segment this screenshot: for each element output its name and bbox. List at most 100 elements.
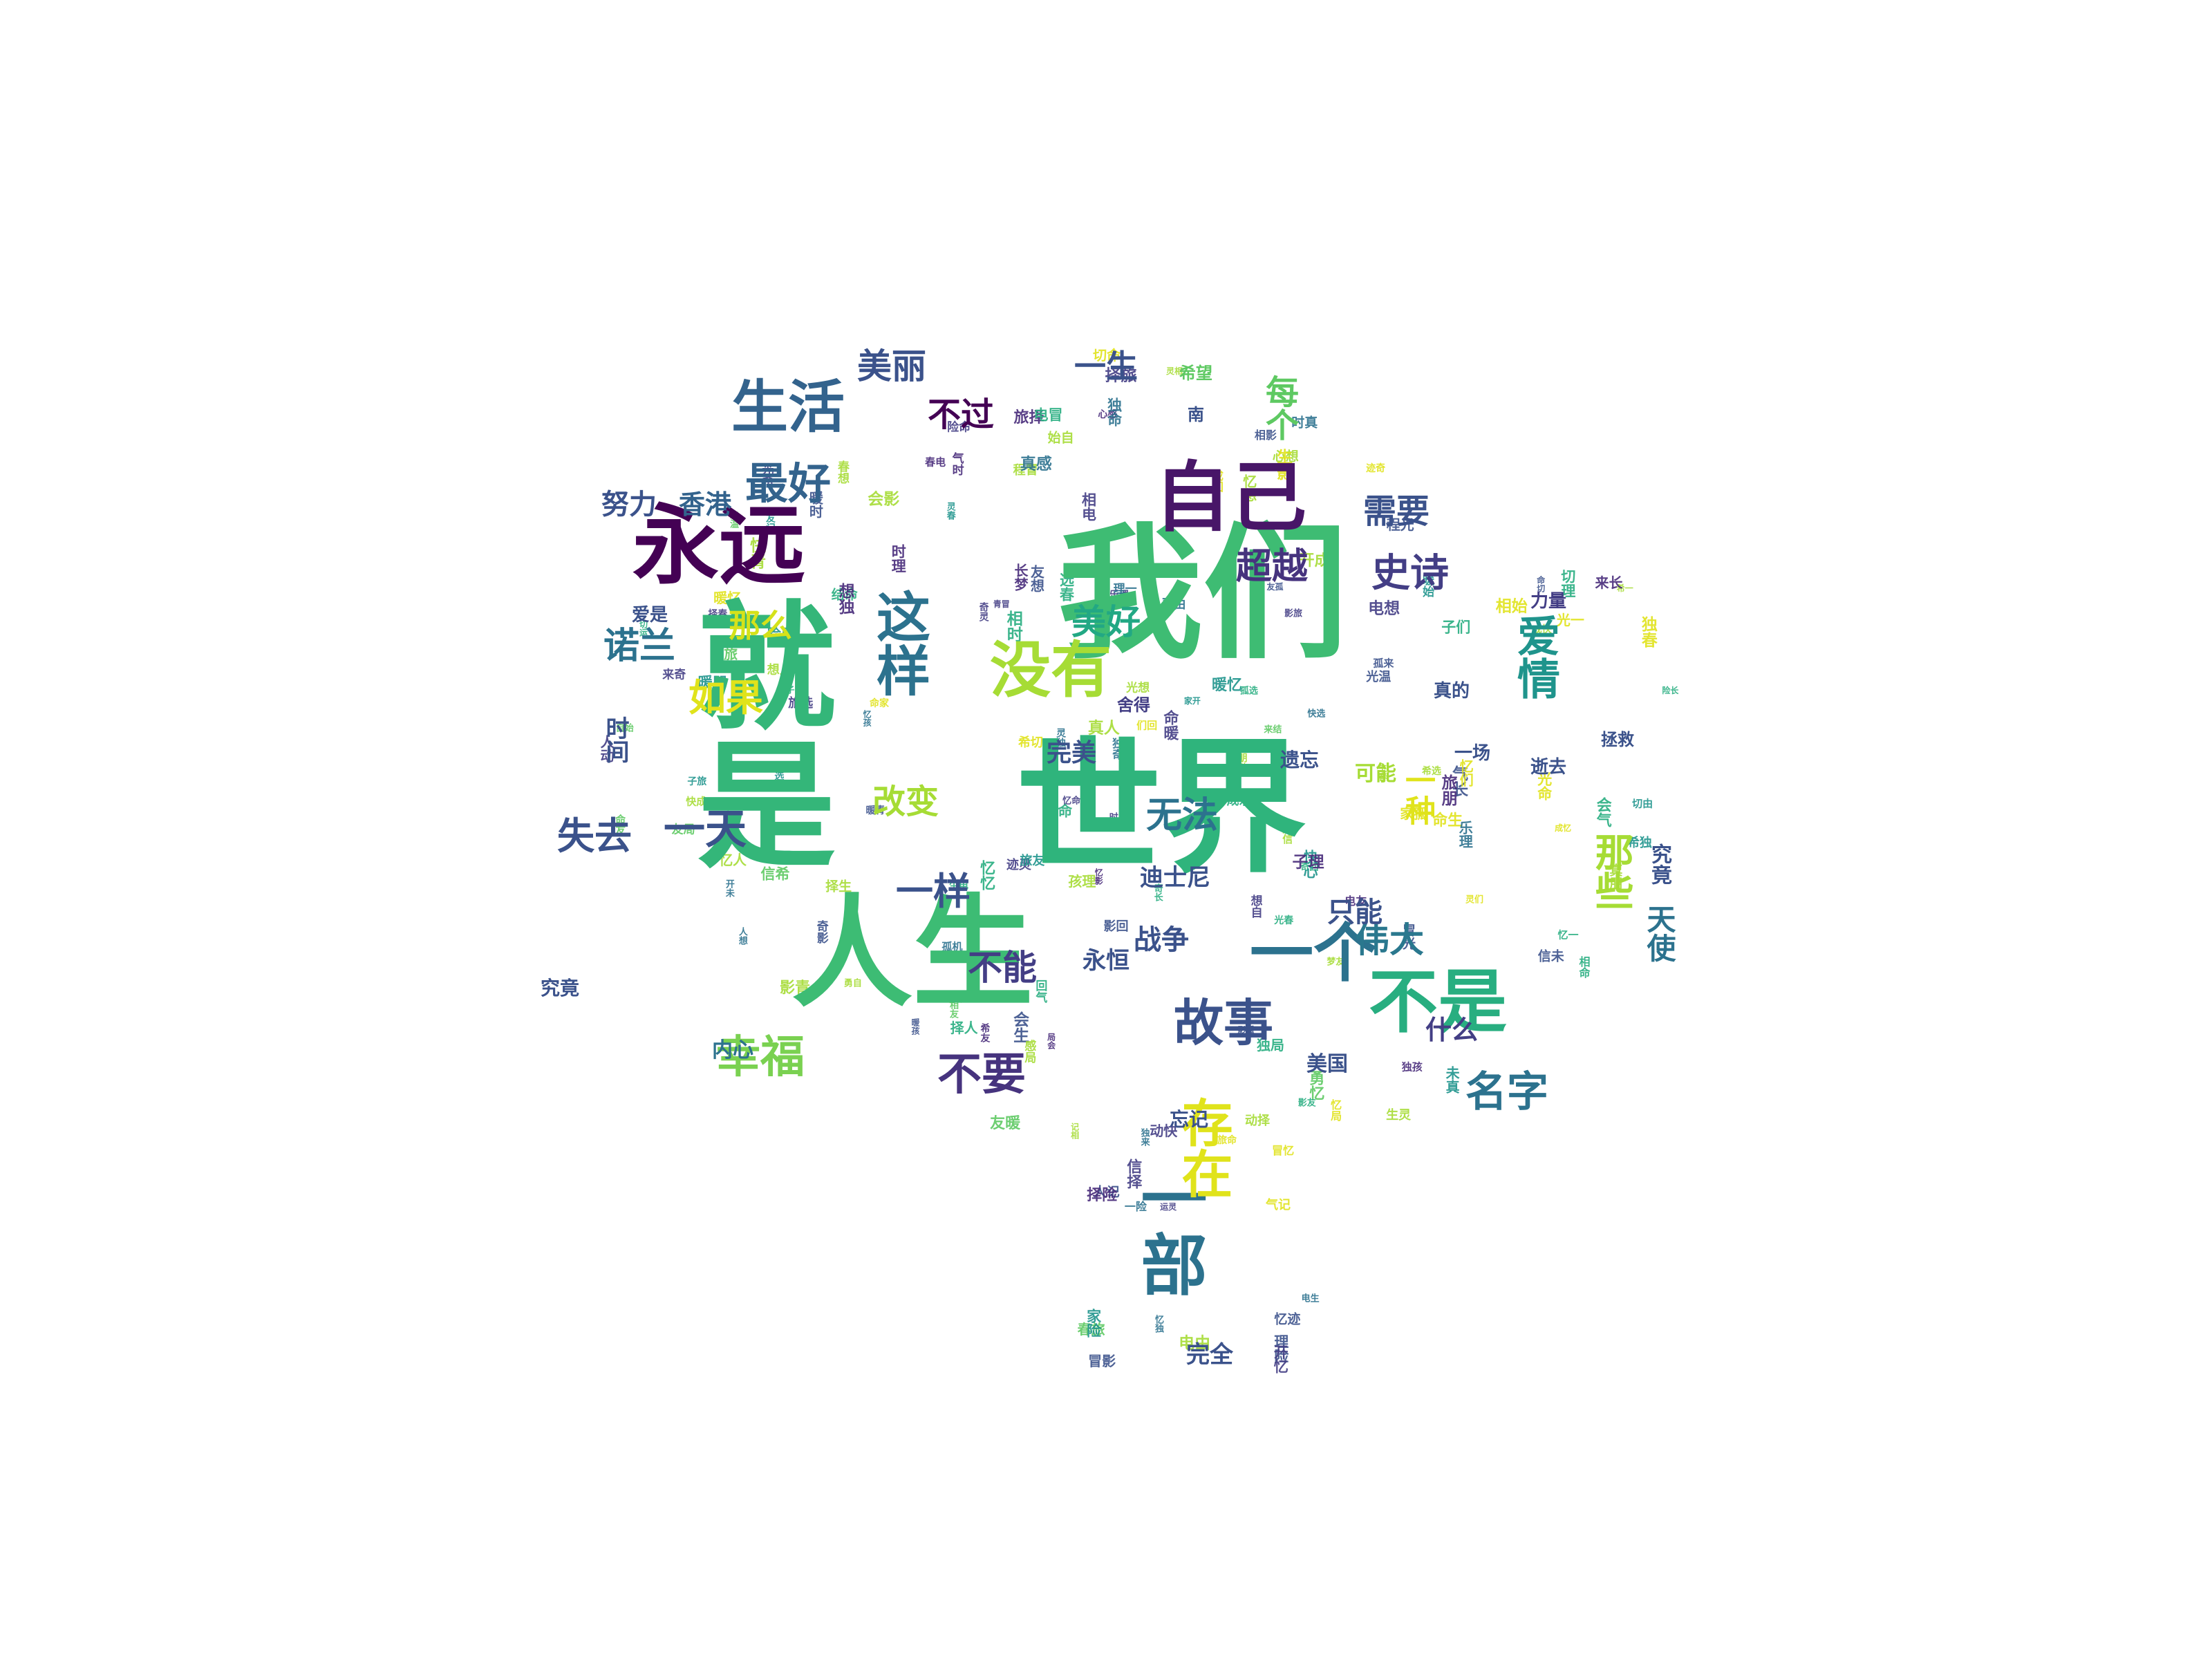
- word-53: 一场: [1454, 743, 1491, 764]
- filler-word: 友记: [765, 512, 776, 532]
- filler-word: 运灵: [1160, 1202, 1177, 1212]
- word-7: 一个: [1249, 917, 1378, 991]
- filler-word: 忆命: [1062, 796, 1081, 807]
- word-21: 一天: [664, 805, 747, 854]
- word-14: 美好: [1071, 602, 1141, 642]
- filler-word: 相电: [1080, 492, 1097, 522]
- filler-word: 相命: [1043, 803, 1073, 820]
- filler-word: 人想: [736, 926, 747, 945]
- word-23: 每个: [1259, 375, 1298, 441]
- filler-word: 理一: [1113, 582, 1137, 597]
- word-47: 完全: [1186, 1341, 1233, 1369]
- filler-word: 成忆: [1555, 823, 1572, 833]
- word-6: 生活: [731, 375, 845, 440]
- filler-word: 结命: [831, 587, 858, 603]
- filler-word: 奇影: [814, 920, 828, 944]
- word-48: 可能: [1355, 762, 1396, 786]
- filler-word: 孤机: [941, 940, 963, 953]
- filler-word: 旅友: [1020, 854, 1045, 869]
- filler-word: 忆迹: [1274, 1311, 1301, 1327]
- filler-word: 独奇: [1110, 737, 1124, 760]
- filler-word: 成信: [1281, 823, 1294, 844]
- filler-word: 相时: [1004, 610, 1022, 643]
- filler-word: 快青: [747, 537, 765, 570]
- filler-word: 子理: [1292, 853, 1324, 872]
- filler-word: 影回: [1103, 919, 1129, 935]
- filler-word: 子们: [1441, 619, 1471, 636]
- filler-word: 切理: [1559, 568, 1576, 598]
- filler-word: 想自: [1248, 894, 1262, 918]
- filler-word: 迹灵: [1006, 857, 1031, 872]
- word-27: 诺兰: [603, 626, 676, 667]
- word-45: 什么: [1425, 1015, 1479, 1045]
- filler-word: 想独: [836, 582, 854, 615]
- filler-word: 梦友: [1327, 957, 1345, 968]
- filler-word: 友想: [1028, 565, 1045, 593]
- filler-word: 暖时: [807, 490, 824, 518]
- word-26: 不过: [927, 395, 995, 434]
- filler-word: 暖朋: [697, 674, 727, 691]
- filler-word: 相影: [1254, 428, 1277, 442]
- filler-word: 开成: [1299, 552, 1330, 570]
- filler-word: 光命: [1535, 771, 1553, 801]
- word-33: 不能: [968, 948, 1037, 988]
- filler-word: 会生: [1010, 1011, 1029, 1044]
- filler-word: 成快: [1532, 624, 1552, 635]
- filler-word: 生春: [1376, 763, 1387, 782]
- filler-word: 青冒: [993, 599, 1010, 610]
- filler-word: 选春: [1058, 572, 1075, 601]
- word-46: 迪士尼: [1140, 864, 1210, 892]
- filler-word: 暖忆: [713, 589, 742, 606]
- filler-word: 生灵: [1386, 1108, 1412, 1123]
- filler-word: 影孤: [1237, 1025, 1255, 1035]
- filler-word: 希切: [1018, 735, 1043, 751]
- filler-word: 电冒: [1033, 406, 1063, 424]
- filler-word: 旅选: [788, 695, 814, 711]
- filler-word: 程冒: [1013, 463, 1038, 478]
- filler-word: 真朋: [1607, 863, 1623, 890]
- word-1: 世界: [1015, 724, 1307, 893]
- filler-word: 旅命: [1217, 1134, 1237, 1146]
- filler-word: 记相: [1069, 1122, 1080, 1139]
- filler-word: 切由: [1632, 797, 1653, 810]
- filler-word: 奇回: [1300, 862, 1319, 873]
- filler-word: 命切: [1535, 575, 1546, 592]
- filler-word: 择人: [950, 1020, 978, 1037]
- filler-word: 人记: [1093, 1184, 1120, 1200]
- filler-word: 始自: [1047, 430, 1074, 446]
- filler-word: 电想: [1368, 599, 1400, 618]
- filler-word: 时理: [890, 544, 907, 574]
- word-43: 只能: [1327, 897, 1382, 928]
- filler-word: 动择: [1244, 1114, 1270, 1129]
- word-61: 拯救: [1601, 730, 1634, 749]
- filler-word: 切运: [638, 619, 648, 637]
- filler-word: 冒光: [1400, 924, 1416, 950]
- filler-word: 独来: [1138, 1128, 1150, 1147]
- filler-word: 忆忆: [977, 860, 995, 891]
- filler-word: 心感: [1098, 409, 1118, 420]
- filler-word: 影旅: [1284, 608, 1302, 619]
- filler-word: 忆们: [1457, 759, 1474, 787]
- filler-word: 感局: [1022, 1040, 1036, 1064]
- filler-word: 光温: [1366, 669, 1391, 684]
- filler-word: 真感: [1020, 455, 1052, 474]
- filler-word: 光想: [1126, 681, 1150, 695]
- filler-word: 真人: [1087, 719, 1120, 738]
- filler-word: 春想: [834, 460, 849, 485]
- filler-word: 开未: [723, 879, 734, 897]
- filler-word: 生电: [948, 881, 968, 892]
- filler-word: 忆孩: [862, 710, 872, 727]
- filler-word: 灵由: [1161, 597, 1186, 612]
- filler-word: 时真: [1291, 415, 1318, 431]
- word-59: 希望: [1179, 364, 1212, 383]
- word-54: 力量: [1530, 591, 1567, 612]
- filler-word: 择春: [708, 609, 728, 621]
- filler-word: 灵独: [1055, 728, 1067, 748]
- word-65: 究竟: [1647, 843, 1671, 885]
- filler-word: 切命: [1093, 347, 1121, 364]
- word-13: 爱情: [1510, 614, 1560, 700]
- filler-word: 奇长: [1152, 883, 1163, 901]
- filler-word: 未真: [1443, 1065, 1461, 1094]
- filler-word: 选理: [773, 770, 785, 790]
- word-15: 无法: [1145, 795, 1219, 836]
